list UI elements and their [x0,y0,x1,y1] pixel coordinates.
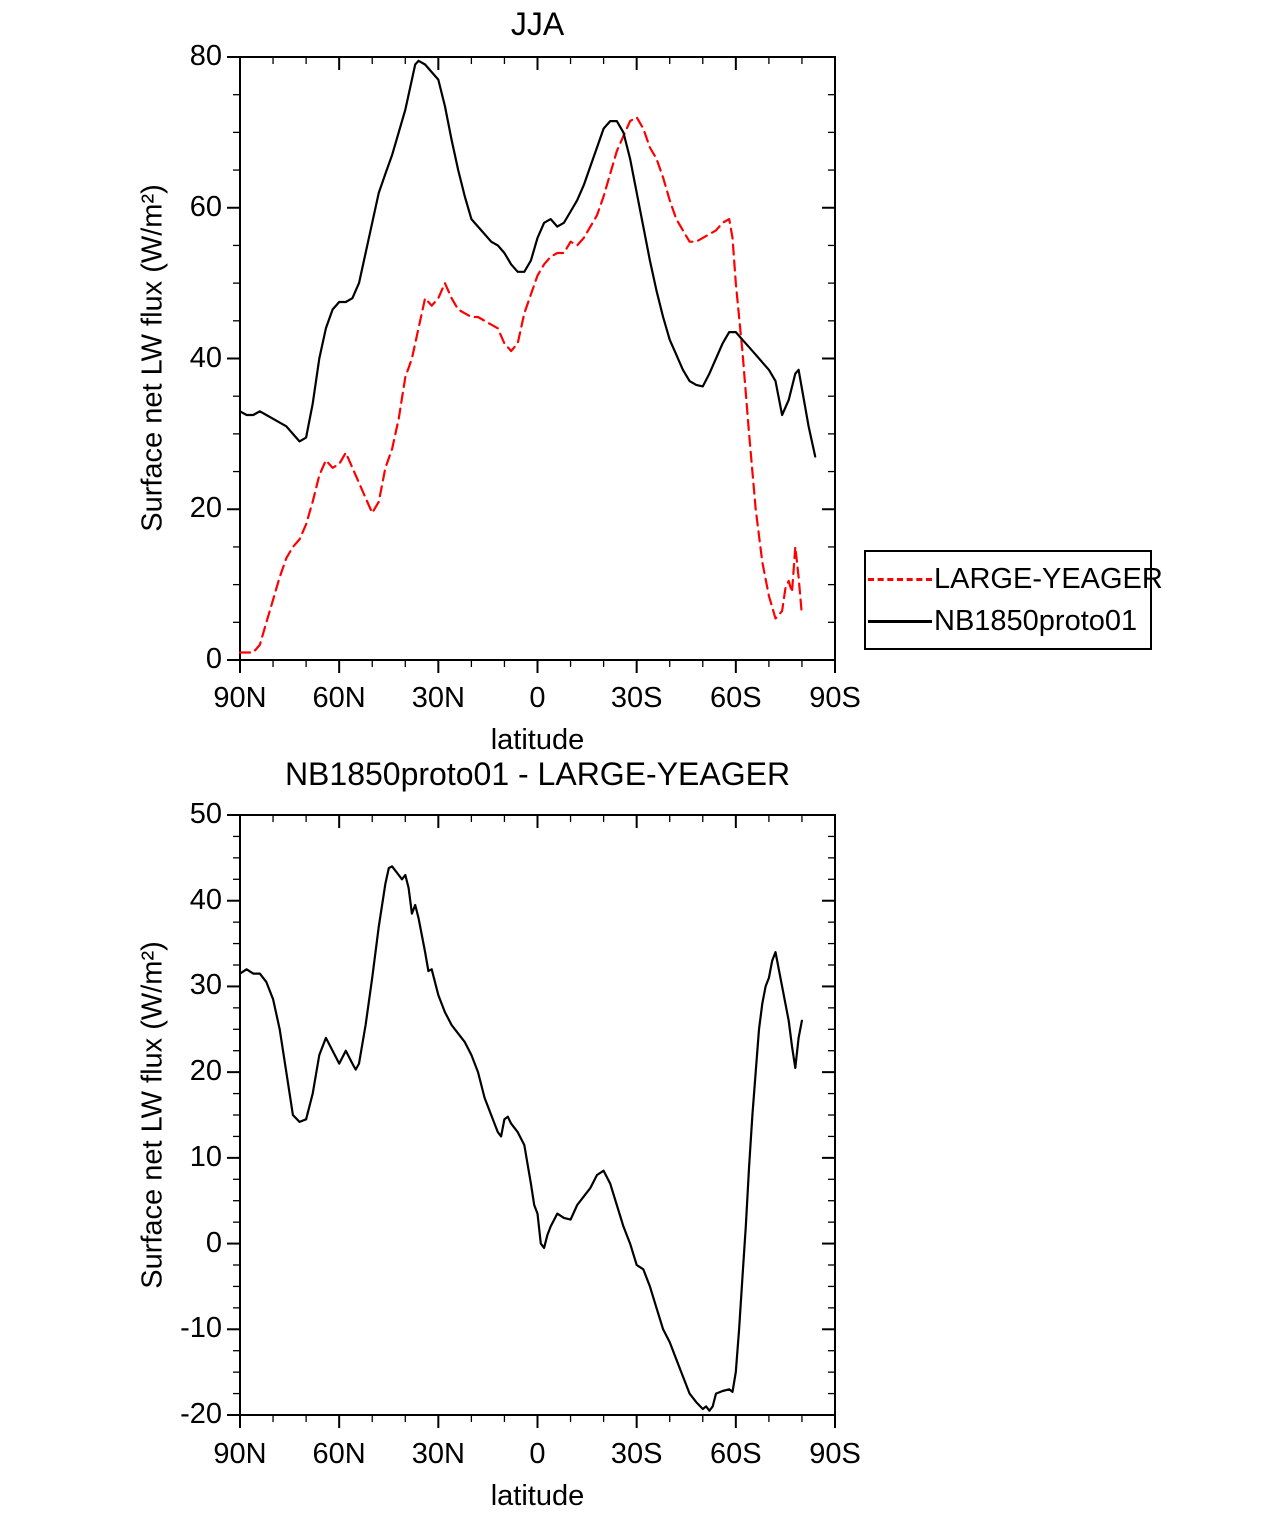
chart1-x-axis-label: latitude [490,724,585,756]
chart1-title: JJA [510,6,565,42]
y-tick-label: 20 [189,492,222,525]
x-tick-label: 90S [809,682,861,714]
y-tick-label: -20 [180,1398,222,1430]
x-tick-label: 0 [529,682,546,714]
x-tick-label: 90S [809,1438,861,1470]
chart2-x-axis-label: latitude [490,1480,585,1512]
x-tick-label: 30N [411,682,465,714]
x-tick-label: 0 [529,1438,546,1470]
y-tick-label: 40 [189,883,222,916]
chart2-title: NB1850proto01 - LARGE-YEAGER [284,756,791,792]
legend-dashed-red-line-icon [868,577,932,581]
x-tick-label: 60S [710,1438,762,1470]
x-tick-label: 90N [213,682,267,714]
y-tick-label: 60 [189,190,222,223]
x-tick-label: 60N [312,682,366,714]
y-tick-label: 10 [189,1140,222,1173]
plot-frame [239,56,836,661]
chart1-y-axis-label: Surface net LW flux (W/m²) [136,184,169,532]
x-tick-label: 60N [312,1438,366,1470]
x-tick-label: 30N [411,1438,465,1470]
legend-solid-black-line-icon [868,619,932,623]
y-tick-label: 50 [189,798,222,830]
legend-item-nb1850proto01: NB1850proto01 [866,604,1150,637]
series-line-nb1850proto01-large-yeager [238,865,804,1412]
plot-frame [239,814,836,1416]
y-tick-label: 0 [205,1226,222,1259]
legend-label-large-yeager: LARGE-YEAGER [934,562,1163,595]
y-tick-label: 20 [189,1055,222,1088]
x-tick-label: 30S [610,682,663,714]
x-tick-label: 30S [610,1438,663,1470]
y-tick-label: 0 [205,643,222,675]
series-line-nb1850proto01 [238,59,817,458]
y-tick-label: -10 [180,1312,222,1345]
x-tick-label: 60S [710,682,762,714]
y-tick-label: 80 [189,40,222,72]
series-line-large-yeager [238,116,804,654]
chart2-y-axis-label: Surface net LW flux (W/m²) [136,941,169,1289]
x-tick-label: 90N [213,1438,267,1470]
y-tick-label: 40 [189,341,222,374]
y-tick-label: 30 [189,969,222,1002]
legend-label-nb1850proto01: NB1850proto01 [934,604,1138,637]
legend: LARGE-YEAGER NB1850proto01 [864,550,1163,650]
legend-item-large-yeager: LARGE-YEAGER [866,563,1163,595]
